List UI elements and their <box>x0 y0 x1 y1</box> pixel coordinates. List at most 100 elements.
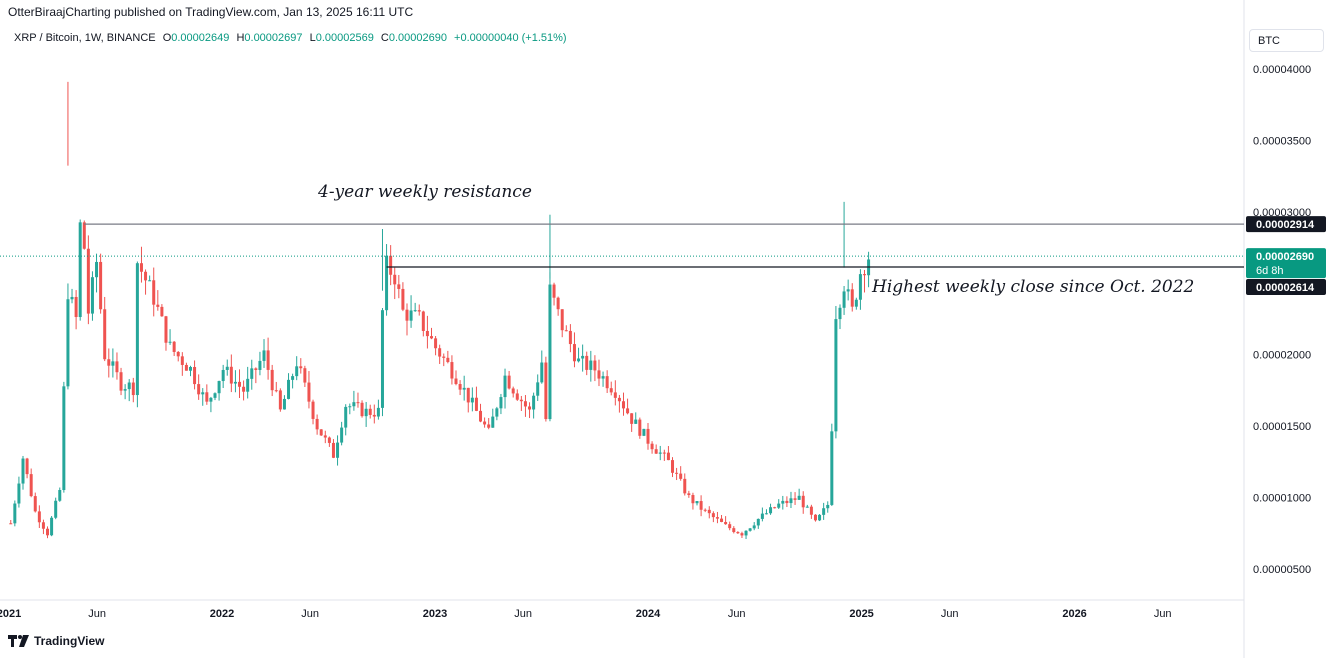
candle-body <box>205 392 209 402</box>
x-tick-label: 2024 <box>636 608 661 620</box>
candle-body <box>225 366 229 370</box>
candle-body <box>487 424 491 428</box>
symbol-name[interactable]: XRP / Bitcoin, 1W, BINANCE <box>14 32 156 44</box>
candle-body <box>736 532 740 534</box>
candle-body <box>278 390 282 410</box>
candle-body <box>66 299 70 387</box>
price-label-resistance <box>1246 216 1326 233</box>
price-label-close <box>1246 279 1326 295</box>
candle-body <box>250 368 254 379</box>
candle-body <box>556 297 560 310</box>
candle-body <box>13 503 17 524</box>
candle-body <box>454 378 458 385</box>
low-label: L <box>309 32 316 44</box>
candle-body <box>376 407 380 417</box>
candle-body <box>474 397 478 411</box>
candle-body <box>180 356 184 365</box>
candle-body <box>41 522 45 529</box>
candle-body <box>846 289 850 292</box>
candle-body <box>37 511 41 523</box>
candle-body <box>621 401 625 409</box>
close-value: 0.00002690 <box>388 32 447 44</box>
tradingview-brand: TradingView <box>34 634 105 648</box>
x-tick-label: Jun <box>941 608 959 620</box>
tradingview-logo-icon <box>8 635 29 647</box>
candle-body <box>597 370 601 379</box>
x-tick-label: 2022 <box>210 608 234 620</box>
candle-body <box>405 309 409 321</box>
candle-body <box>217 381 221 394</box>
currency-button[interactable]: BTC <box>1249 29 1324 52</box>
high-label: H <box>236 32 245 44</box>
candle-body <box>822 508 826 515</box>
candle-body <box>515 393 519 400</box>
candle-body <box>295 366 299 377</box>
candle-body <box>144 271 148 281</box>
candle-body <box>581 355 585 359</box>
candle-body <box>564 330 568 332</box>
candle-body <box>532 395 536 410</box>
candle-body <box>495 408 499 417</box>
candle-body <box>769 507 773 514</box>
candle-body <box>123 389 127 391</box>
candle-body <box>160 306 164 317</box>
candle-body <box>229 366 233 384</box>
candle-body <box>421 311 425 331</box>
candle-body <box>397 284 401 289</box>
candle-body <box>630 413 634 424</box>
low-value: 0.00002569 <box>315 32 374 44</box>
candle-body <box>201 392 205 395</box>
candle-body <box>291 376 295 380</box>
candle-body <box>707 509 711 514</box>
candle-body <box>470 397 474 403</box>
candle-body <box>671 460 675 473</box>
candle-body <box>842 291 846 308</box>
candle-body <box>589 360 593 370</box>
candle-body <box>242 386 246 392</box>
candle-body <box>127 382 131 390</box>
candle-body <box>78 222 82 318</box>
candle-body <box>720 518 724 522</box>
candle-body <box>813 514 817 521</box>
candle-body <box>805 506 809 508</box>
candle-body <box>548 284 552 420</box>
candle-body <box>732 528 736 533</box>
candle-body <box>642 428 646 436</box>
candle-body <box>740 533 744 536</box>
candle-body <box>135 263 139 396</box>
candle-body <box>605 376 609 389</box>
candle-body <box>266 350 270 370</box>
x-tick-label: 2021 <box>0 608 21 620</box>
candle-body <box>654 449 658 454</box>
candle-body <box>572 344 576 362</box>
candle-body <box>662 452 666 454</box>
candle-body <box>491 416 495 428</box>
candle-body <box>336 442 340 458</box>
x-tick-label: Jun <box>728 608 746 620</box>
candle-body <box>74 296 78 318</box>
candle-body <box>17 483 21 504</box>
candle-body <box>409 310 413 321</box>
candle-body <box>58 490 62 501</box>
candle-body <box>319 429 323 436</box>
y-tick-label: 0.00000500 <box>1253 564 1311 576</box>
tradingview-footer[interactable]: TradingView <box>8 634 104 648</box>
candle-body <box>699 501 703 510</box>
candle-body <box>789 498 793 504</box>
candle-body <box>62 386 66 491</box>
candle-body <box>184 364 188 371</box>
candle-body <box>238 381 242 387</box>
candle-body <box>744 530 748 536</box>
candle-body <box>854 299 858 307</box>
candle-body <box>626 408 630 414</box>
candle-body <box>372 414 376 417</box>
price-label-text-close: 0.00002614 <box>1256 282 1315 294</box>
symbol-legend: XRP / Bitcoin, 1W, BINANCE O0.00002649 H… <box>14 32 571 44</box>
candle-body <box>675 472 679 474</box>
candle-body <box>413 310 417 312</box>
candle-body <box>119 372 123 391</box>
candle-body <box>29 474 33 497</box>
x-tick-label: Jun <box>301 608 319 620</box>
x-tick-label: Jun <box>1154 608 1172 620</box>
